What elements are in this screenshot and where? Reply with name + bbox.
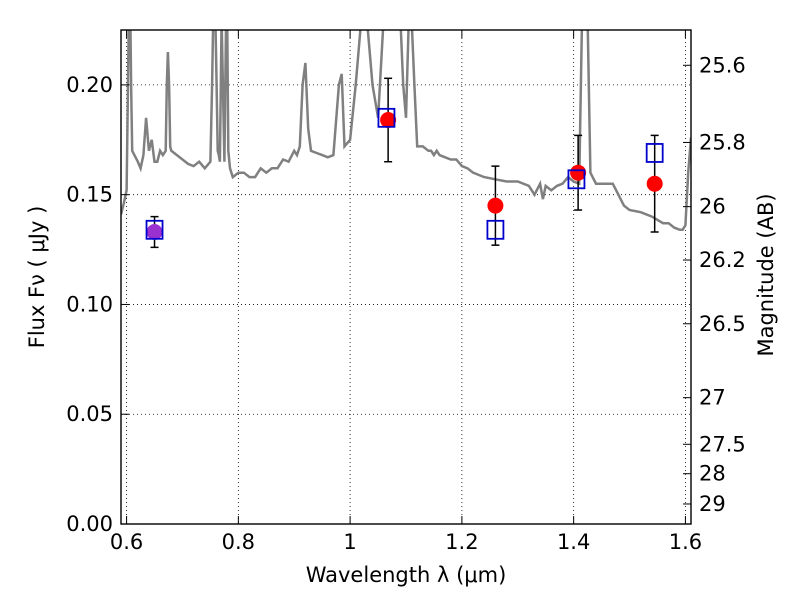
right-tick-label: 27 [699,386,726,410]
right-tick-label: 25.6 [699,53,746,77]
x-tick-label: 1.4 [557,530,590,554]
y-tick-label: 0.00 [66,512,113,536]
right-tick-label: 27.5 [699,432,746,456]
y-tick-label: 0.05 [66,402,113,426]
model-point [377,107,396,128]
data-point [146,223,163,240]
data-point [380,112,397,129]
data-point [487,197,504,214]
right-tick-label: 26 [699,195,726,219]
spectrum-line [121,30,691,232]
x-tick-label: 1.2 [445,530,478,554]
right-tick-label: 28 [699,462,726,486]
right-tick-label: 25.8 [699,130,746,154]
y-tick-label: 0.20 [66,73,113,97]
data-point [570,164,587,181]
y-axis-title: Flux Fν ( μJy ) [25,206,49,349]
x-tick-label: 0.8 [222,530,255,554]
photometry-points [145,77,664,249]
axes-ticks: 0.6 0.8 1 1.2 1.4 1.6 0.00 0.05 0.10 0.15 0.20 25.6… [66,30,746,554]
right-axis-title: Magnitude (AB) [754,193,778,356]
x-tick-label: 1.6 [669,530,702,554]
plot-frame [120,29,692,525]
model-point [145,219,164,240]
model-point [567,169,586,190]
right-tick-label: 26.2 [699,248,746,272]
y-tick-label: 0.15 [66,183,113,207]
model-point [645,143,664,163]
model-point [486,219,505,240]
spectrum-layer [121,30,691,232]
x-axis-title: Wavelength λ (μm) [306,563,507,587]
x-tick-label: 1 [343,530,356,554]
x-tick-label: 0.6 [110,530,143,554]
y-tick-label: 0.10 [66,292,113,316]
right-tick-label: 26.5 [699,312,746,336]
data-point [646,175,663,192]
right-tick-label: 29 [699,492,726,516]
